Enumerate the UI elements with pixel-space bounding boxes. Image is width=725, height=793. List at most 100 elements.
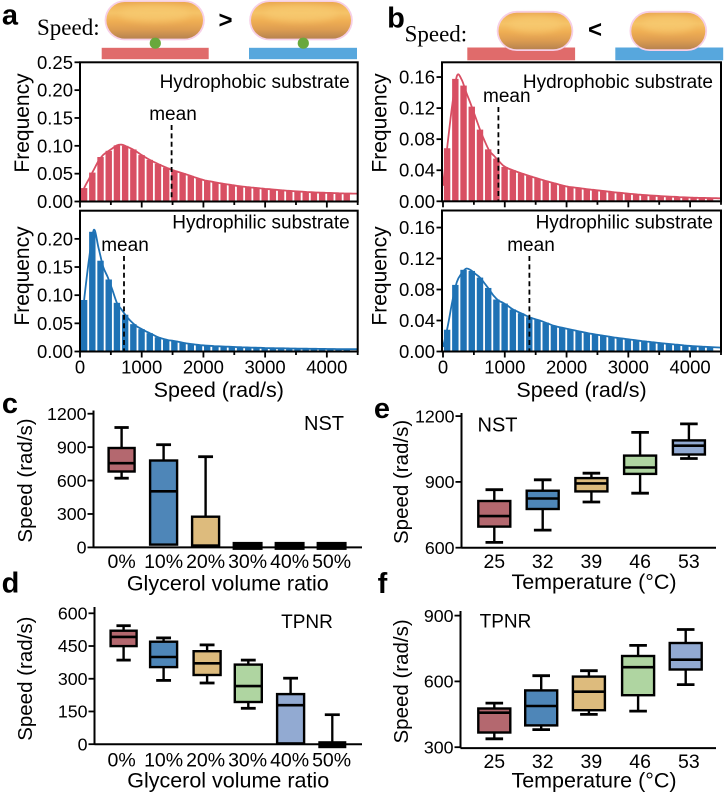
svg-text:40%: 40%: [270, 750, 309, 772]
svg-text:NST: NST: [478, 415, 518, 437]
svg-text:0: 0: [438, 357, 448, 378]
svg-text:e: e: [374, 393, 390, 425]
svg-text:0: 0: [77, 538, 87, 558]
svg-text:46: 46: [629, 551, 651, 573]
svg-text:0.12: 0.12: [399, 98, 435, 119]
svg-text:Frequency: Frequency: [11, 73, 34, 173]
svg-text:50%: 50%: [312, 551, 351, 573]
svg-text:39: 39: [581, 551, 603, 573]
svg-text:mean: mean: [483, 86, 531, 107]
svg-text:30%: 30%: [228, 551, 267, 573]
svg-text:Hydrophobic substrate: Hydrophobic substrate: [160, 72, 350, 93]
svg-text:150: 150: [58, 702, 88, 722]
svg-text:4000: 4000: [670, 357, 711, 378]
svg-text:900: 900: [425, 472, 455, 492]
svg-text:50%: 50%: [312, 750, 351, 772]
svg-text:1200: 1200: [415, 406, 455, 426]
svg-text:450: 450: [58, 636, 88, 656]
svg-text:Temperature (°C): Temperature (°C): [511, 570, 676, 594]
svg-text:mean: mean: [149, 104, 197, 125]
svg-text:600: 600: [58, 604, 88, 624]
svg-text:39: 39: [581, 751, 603, 773]
svg-text:0.15: 0.15: [37, 108, 73, 129]
svg-text:20%: 20%: [186, 551, 225, 573]
svg-text:0.08: 0.08: [399, 129, 435, 150]
svg-text:10%: 10%: [144, 750, 183, 772]
svg-text:3000: 3000: [608, 357, 649, 378]
svg-text:25: 25: [483, 551, 505, 573]
svg-text:0.00: 0.00: [399, 191, 435, 212]
svg-text:Speed:: Speed:: [37, 15, 100, 40]
svg-text:0.05: 0.05: [37, 313, 73, 334]
svg-text:30%: 30%: [228, 750, 267, 772]
svg-text:Speed (rad/s): Speed (rad/s): [390, 420, 413, 544]
svg-text:a: a: [2, 0, 19, 32]
svg-text:c: c: [2, 388, 18, 420]
svg-text:Glycerol volume ratio: Glycerol volume ratio: [127, 769, 329, 793]
svg-text:0.04: 0.04: [399, 160, 435, 181]
svg-text:0%: 0%: [108, 551, 136, 573]
svg-text:>: >: [218, 7, 232, 34]
svg-text:0.10: 0.10: [37, 135, 73, 156]
svg-text:53: 53: [678, 751, 700, 773]
svg-text:32: 32: [532, 551, 554, 573]
svg-text:b: b: [387, 3, 405, 35]
svg-text:Speed (rad/s): Speed (rad/s): [14, 617, 37, 741]
svg-text:0: 0: [78, 734, 88, 754]
svg-text:4000: 4000: [306, 357, 347, 378]
svg-text:0: 0: [75, 357, 85, 378]
svg-text:300: 300: [57, 504, 87, 524]
svg-text:0.20: 0.20: [37, 80, 73, 101]
svg-text:Frequency: Frequency: [11, 226, 34, 326]
svg-text:Frequency: Frequency: [368, 73, 391, 173]
svg-text:300: 300: [58, 669, 88, 689]
svg-text:0.00: 0.00: [399, 341, 435, 362]
svg-text:Speed (rad/s): Speed (rad/s): [390, 619, 413, 743]
svg-text:600: 600: [425, 538, 455, 558]
svg-text:mean: mean: [101, 235, 149, 256]
svg-text:25: 25: [483, 751, 505, 773]
svg-text:0%: 0%: [108, 750, 136, 772]
svg-text:0.08: 0.08: [399, 279, 435, 300]
svg-text:1200: 1200: [47, 404, 87, 424]
svg-text:0.12: 0.12: [399, 248, 435, 269]
svg-text:<: <: [588, 17, 602, 44]
svg-text:d: d: [2, 568, 20, 600]
svg-text:1000: 1000: [121, 357, 162, 378]
svg-text:1000: 1000: [484, 357, 525, 378]
svg-text:Speed (rad/s): Speed (rad/s): [154, 378, 284, 402]
svg-text:mean: mean: [507, 235, 555, 256]
svg-text:0.16: 0.16: [399, 217, 435, 238]
svg-text:53: 53: [678, 551, 700, 573]
svg-text:40%: 40%: [270, 551, 309, 573]
svg-text:2000: 2000: [183, 357, 224, 378]
svg-text:0.15: 0.15: [37, 257, 73, 278]
svg-text:2000: 2000: [546, 357, 587, 378]
svg-text:Hydrophilic substrate: Hydrophilic substrate: [172, 213, 349, 234]
svg-text:20%: 20%: [186, 750, 225, 772]
svg-text:0.16: 0.16: [399, 67, 435, 88]
svg-text:0.00: 0.00: [37, 191, 73, 212]
svg-text:0.00: 0.00: [37, 341, 73, 362]
svg-text:3000: 3000: [245, 357, 286, 378]
svg-text:f: f: [378, 568, 388, 600]
svg-text:Hydrophilic substrate: Hydrophilic substrate: [536, 213, 713, 234]
svg-text:TPNR: TPNR: [281, 612, 333, 633]
svg-text:300: 300: [424, 737, 454, 757]
svg-text:46: 46: [629, 751, 651, 773]
svg-text:0.04: 0.04: [399, 310, 435, 331]
svg-text:600: 600: [424, 672, 454, 692]
svg-text:600: 600: [57, 471, 87, 491]
svg-text:Speed:: Speed:: [405, 22, 468, 47]
svg-text:0.20: 0.20: [37, 228, 73, 249]
svg-text:Speed (rad/s): Speed (rad/s): [14, 418, 37, 542]
svg-text:Glycerol volume ratio: Glycerol volume ratio: [127, 572, 329, 596]
svg-text:Frequency: Frequency: [368, 226, 391, 326]
svg-text:0.25: 0.25: [37, 52, 73, 73]
svg-text:Hydrophobic substrate: Hydrophobic substrate: [523, 72, 713, 93]
svg-text:0.05: 0.05: [37, 163, 73, 184]
svg-text:32: 32: [532, 751, 554, 773]
svg-text:TPNR: TPNR: [480, 612, 532, 633]
svg-text:NST: NST: [304, 413, 344, 435]
svg-text:Temperature (°C): Temperature (°C): [511, 769, 676, 793]
